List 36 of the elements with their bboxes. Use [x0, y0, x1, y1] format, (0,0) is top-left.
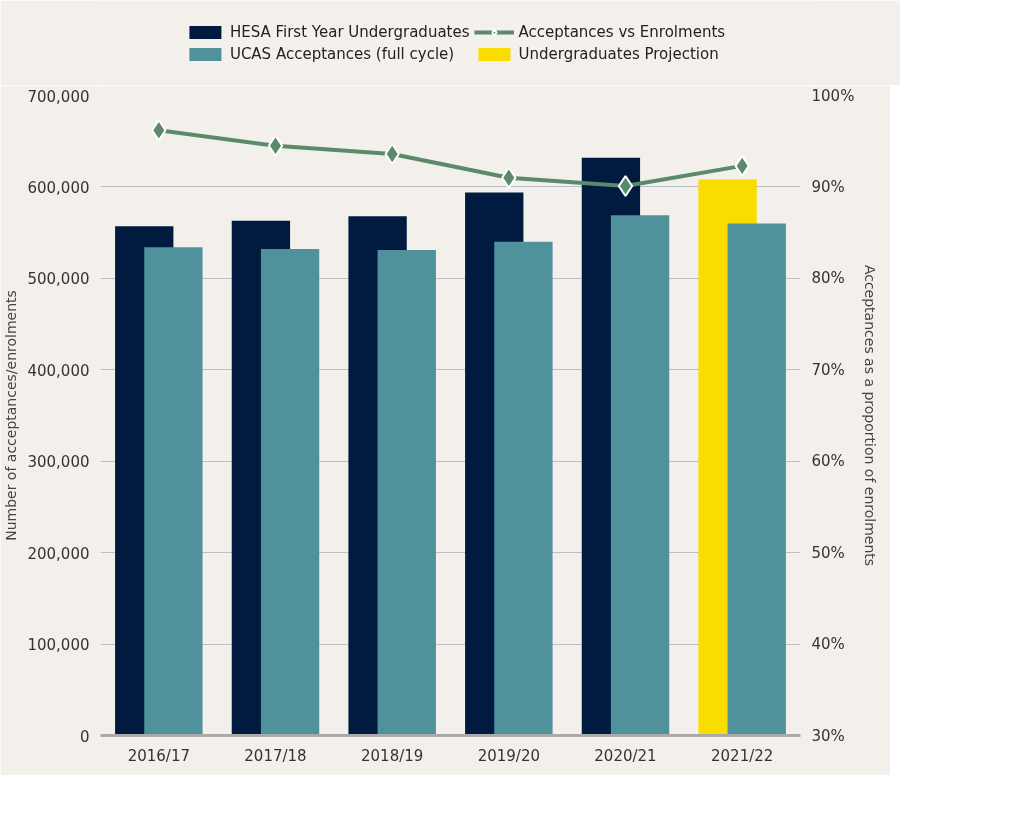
y2-axis-title: Acceptances as a proportion of enrolments [862, 264, 879, 567]
x-tick-label: 2017/18 [244, 746, 307, 765]
x-tick-label: 2016/17 [127, 746, 190, 765]
y-tick-label: 100,000 [27, 636, 90, 655]
y2-tick-label: 40% [811, 635, 845, 654]
y2-tick-label: 70% [811, 360, 845, 379]
bar [144, 247, 203, 736]
y2-tick-label: 50% [811, 543, 845, 562]
y-tick-label: 0 [79, 727, 90, 746]
y-tick-label: 200,000 [27, 544, 90, 563]
legend-label: HESA First Year Undergraduates [229, 22, 470, 41]
bar [727, 223, 786, 736]
bar [260, 249, 320, 736]
y2-tick-label: 60% [811, 452, 845, 471]
y2-tick-label: 80% [811, 269, 845, 288]
bar [610, 215, 670, 736]
y2-tick-label: 90% [811, 177, 845, 196]
point [267, 134, 284, 157]
x-tick-label: 2019/20 [477, 746, 540, 765]
legend-label: UCAS Acceptances (full cycle) [229, 44, 455, 63]
point [617, 175, 634, 198]
y-tick-label: 600,000 [27, 178, 90, 197]
y-axis-title: Number of acceptances/enrolments [3, 290, 20, 541]
legend-label: Acceptances vs Enrolments [518, 22, 726, 41]
x-tick-label: 2021/22 [711, 746, 774, 765]
y2-tick-label: 100% [811, 86, 855, 105]
y-tick-label: 500,000 [27, 270, 90, 289]
y-tick-label: 300,000 [27, 453, 90, 472]
x-tick-label: 2018/19 [361, 746, 424, 765]
bar [377, 250, 436, 736]
x-tick-label: 2020/21 [594, 746, 657, 765]
bar [494, 241, 553, 736]
y2-tick-label: 30% [811, 726, 845, 745]
legend-label: Undergraduates Projection [518, 44, 719, 63]
y-tick-label: 700,000 [27, 87, 90, 106]
y-tick-label: 400,000 [27, 361, 90, 380]
